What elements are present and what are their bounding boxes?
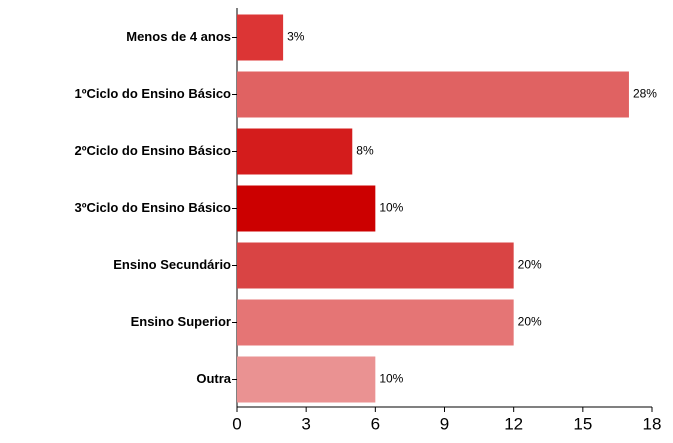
x-tick-label: 9 <box>440 414 449 433</box>
x-tick-label: 3 <box>301 414 310 433</box>
y-tick-label: Menos de 4 anos <box>126 29 231 44</box>
bar <box>237 299 514 346</box>
x-tick-label: 12 <box>504 414 523 433</box>
y-tick-label: 3ºCiclo do Ensino Básico <box>75 200 232 215</box>
x-tick-label: 0 <box>232 414 241 433</box>
x-tick-label: 18 <box>643 414 662 433</box>
y-tick-label: 1ºCiclo do Ensino Básico <box>75 86 232 101</box>
value-label: 10% <box>379 201 403 215</box>
value-label: 20% <box>518 315 542 329</box>
bar <box>237 14 284 61</box>
y-tick-label: 2ºCiclo do Ensino Básico <box>75 143 232 158</box>
value-label: 8% <box>356 144 374 158</box>
x-tick-label: 15 <box>573 414 592 433</box>
y-tick-label: Ensino Superior <box>131 314 231 329</box>
value-label: 3% <box>287 30 305 44</box>
x-tick-label: 6 <box>371 414 380 433</box>
bar <box>237 242 514 289</box>
bar <box>237 128 353 175</box>
y-tick-label: Outra <box>196 371 231 386</box>
y-tick-label: Ensino Secundário <box>113 257 231 272</box>
value-label: 28% <box>633 87 657 101</box>
bar <box>237 71 629 118</box>
value-label: 10% <box>379 372 403 386</box>
value-label: 20% <box>518 258 542 272</box>
bar <box>237 185 376 232</box>
bar <box>237 356 376 403</box>
